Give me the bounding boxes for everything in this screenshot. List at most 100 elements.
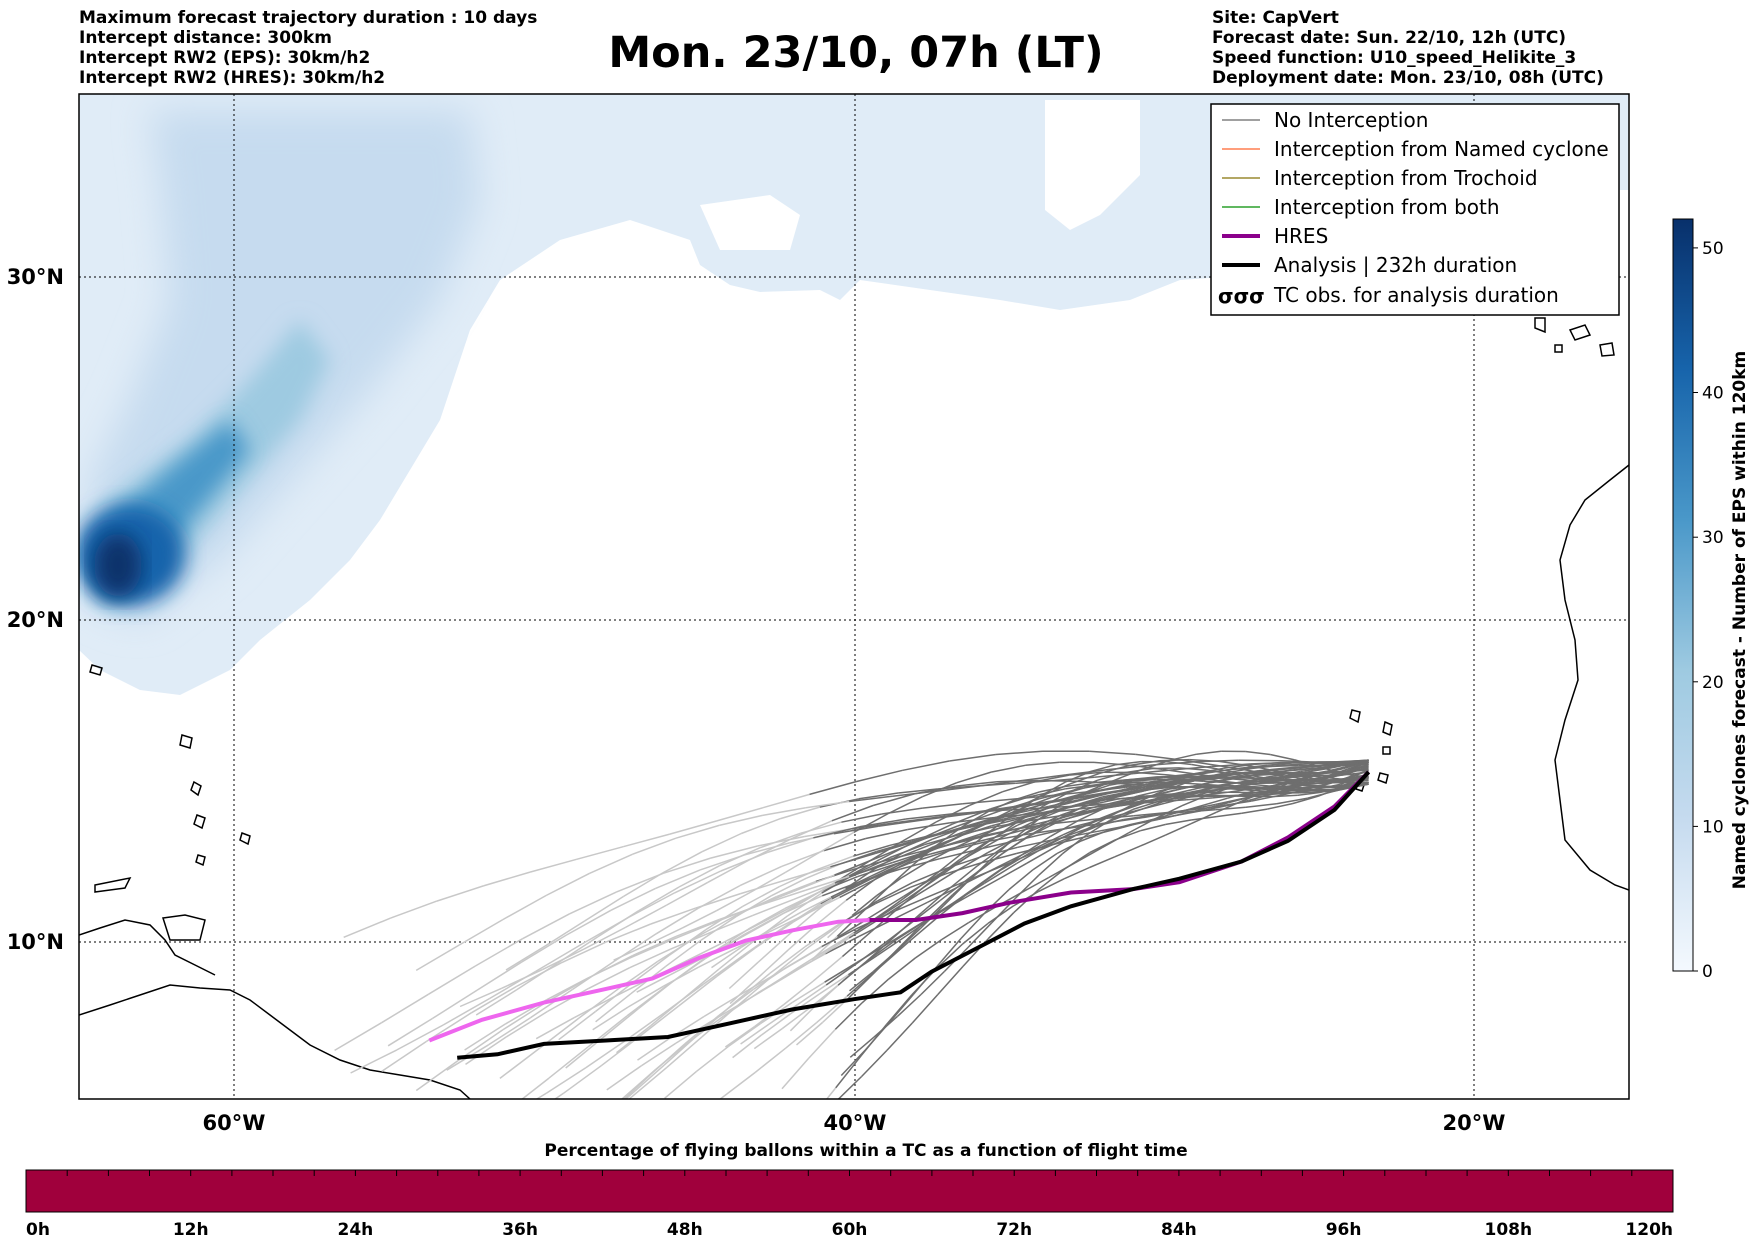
ensemble-trajectory-segment (1299, 790, 1335, 794)
ensemble-trajectory-segment (1082, 796, 1112, 808)
ensemble-trajectory-segment (776, 880, 817, 898)
ensemble-trajectory-segment (837, 1075, 863, 1099)
coastline-antilles (94, 876, 132, 893)
ensemble-trajectory-segment (916, 825, 958, 843)
ensemble-trajectory-segment (922, 802, 963, 809)
ensemble-trajectory-segment (855, 769, 903, 783)
ensemble-trajectory-segment (1211, 763, 1252, 768)
ensemble-trajectory-segment (1241, 790, 1268, 802)
ensemble-trajectory-segment (1176, 789, 1209, 796)
ensemble-trajectory-segment (761, 1013, 791, 1036)
ensemble-trajectory-segment (1238, 773, 1283, 777)
ensemble-trajectory-segment (1026, 814, 1062, 822)
ensemble-trajectory-segment (563, 1064, 603, 1094)
ensemble-trajectory-segment (831, 804, 874, 822)
ensemble-trajectory-segment (613, 943, 649, 961)
ensemble-trajectory-segment (1121, 776, 1158, 782)
ensemble-trajectory-segment (1321, 773, 1346, 780)
ensemble-trajectory-segment (740, 879, 786, 895)
ensemble-trajectory-segment (779, 958, 815, 982)
ensemble-trajectory-segment (898, 815, 946, 824)
ensemble-trajectory-segment (1250, 761, 1291, 765)
ensemble-trajectory-segment (701, 832, 742, 853)
ensemble-trajectory-segment (428, 965, 476, 995)
ensemble-trajectory-segment (978, 779, 1023, 787)
ensemble-trajectory-segment (1181, 794, 1209, 807)
ensemble-trajectory-segment (833, 825, 879, 835)
ensemble-trajectory-segment (716, 947, 756, 978)
legend: No Interception Interception from Named … (1210, 103, 1620, 316)
ensemble-trajectory-segment (816, 855, 854, 871)
ensemble-trajectory-segment (849, 1036, 875, 1058)
ensemble-trajectory-segment (973, 877, 1001, 894)
ensemble-trajectory-segment (873, 1015, 898, 1038)
ensemble-trajectory-segment (1212, 794, 1239, 799)
ensemble-trajectory-segment (387, 1017, 433, 1047)
ensemble-trajectory-segment (1186, 797, 1213, 801)
ensemble-trajectory-segment (990, 796, 1029, 810)
ensemble-trajectory-segment (753, 1027, 783, 1050)
ensemble-trajectory-segment (768, 914, 805, 933)
legend-label: Interception from Trochoid (1274, 166, 1538, 190)
ensemble-trajectory-segment (1112, 801, 1145, 815)
ensemble-trajectory-segment (806, 862, 842, 879)
ensemble-trajectory-segment (857, 863, 895, 878)
ensemble-trajectory-segment (908, 850, 948, 865)
ensemble-trajectory-segment (1114, 845, 1141, 858)
ensemble-trajectory-segment (825, 964, 856, 986)
ensemble-trajectory-segment (824, 935, 860, 955)
ensemble-trajectory-segment (987, 834, 1023, 854)
ensemble-trajectory-segment (558, 1010, 596, 1041)
ensemble-trajectory-segment (695, 892, 741, 909)
ensemble-trajectory-segment (632, 837, 677, 855)
ensemble-trajectory-segment (1004, 834, 1032, 853)
ensemble-trajectory-segment (978, 820, 1023, 836)
ensemble-trajectory-segment (1079, 817, 1107, 834)
ensemble-trajectory-segment (711, 946, 742, 969)
ensemble-trajectory-segment (1215, 806, 1246, 811)
colorbar-tick-label: 50 (1702, 239, 1724, 259)
header-left-line: Intercept distance: 300km (79, 28, 332, 48)
ensemble-trajectory-segment (792, 981, 825, 1003)
ensemble-trajectory-segment (823, 837, 867, 852)
ensemble-trajectory-segment (754, 1047, 787, 1074)
ensemble-trajectory-segment (544, 920, 585, 947)
ensemble-trajectory-segment (936, 937, 962, 967)
ensemble-trajectory-segment (1129, 760, 1160, 767)
ensemble-trajectory-segment (859, 862, 900, 883)
ensemble-trajectory-segment (1014, 818, 1039, 839)
ensemble-trajectory-segment (638, 886, 680, 912)
ensemble-trajectory-segment (1019, 805, 1050, 814)
ensemble-trajectory-segment (1132, 801, 1157, 811)
ensemble-trajectory-segment (546, 1067, 587, 1094)
ensemble-trajectory-segment (903, 838, 934, 854)
timeline-tick-label: 84h (1161, 1220, 1197, 1240)
ensemble-trajectory-segment (1108, 802, 1135, 809)
ensemble-trajectory-segment (888, 994, 914, 1024)
ensemble-trajectory-segment (637, 1036, 672, 1061)
ensemble-trajectory-segment (1226, 781, 1251, 785)
ensemble-trajectory-segment (432, 989, 478, 1020)
ensemble-trajectory-segment (535, 943, 583, 973)
ensemble-trajectory-segment (882, 921, 913, 945)
ensemble-trajectory-segment (728, 1022, 762, 1047)
ensemble-trajectory-segment (505, 945, 546, 971)
ensemble-trajectory-segment (725, 921, 764, 943)
ensemble-trajectory-segment (1176, 803, 1216, 813)
ensemble-trajectory-segment (939, 848, 979, 860)
ensemble-trajectory-segment (787, 945, 823, 968)
ensemble-trajectory-segment (664, 1070, 698, 1099)
ensemble-trajectory-segment (663, 857, 711, 874)
ensemble-trajectory-segment (576, 845, 624, 861)
ensemble-trajectory-segment (669, 820, 717, 835)
ensemble-trajectory-segment (961, 840, 990, 862)
ensemble-trajectory-segment (636, 974, 671, 993)
ensemble-trajectory-segment (901, 862, 927, 879)
ensemble-trajectory-segment (900, 858, 940, 870)
ensemble-trajectory-segment (655, 907, 699, 935)
ensemble-trajectory-segment (1038, 868, 1065, 890)
timeline: Percentage of flying ballons within a TC… (25, 1141, 1674, 1240)
main-tracks (428, 770, 1371, 1060)
ensemble-trajectory-segment (592, 1006, 629, 1031)
ensemble-trajectory-segment (967, 922, 993, 948)
